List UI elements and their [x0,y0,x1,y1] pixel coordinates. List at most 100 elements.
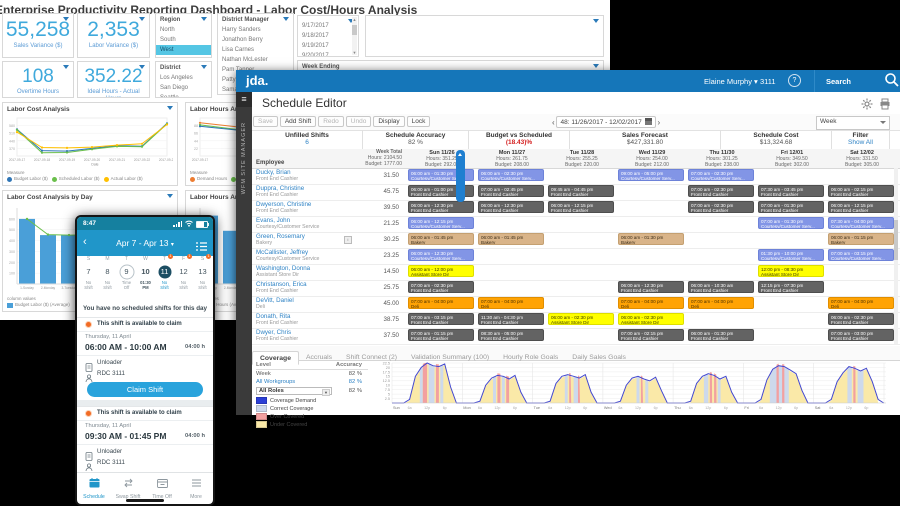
calendar-day[interactable]: 7 [79,265,98,278]
shift-cell[interactable]: 06:00 am - 12:15 pm Courtesy/Customer Ser… [408,217,474,229]
shift-cell[interactable]: 06:00 am - 10:30 am Front End Cashier [688,281,754,293]
view-select[interactable]: Week [816,116,890,130]
employee-name-link[interactable]: Donath, Rita [256,313,291,320]
shift-cell[interactable]: 07:00 am - 04:00 pm Deli [478,297,544,309]
shift-cell[interactable]: 06:00 am - 02:30 pm Assistant Store Dir [618,313,684,325]
employee-name-link[interactable]: McCallister, Jeffrey [256,249,309,256]
shift-cell[interactable]: 07:00 am - 03:15 pm Front End Cashier [408,313,474,325]
filter-option[interactable]: Samantha [218,85,293,94]
menu-icon[interactable]: ≡ [236,92,252,107]
shift-cell[interactable]: 06:00 am - 02:30 pm Assistant Store Dir [548,313,614,325]
scroll-up-icon[interactable]: ▲ [352,17,357,22]
back-icon[interactable]: ‹ [83,236,87,248]
nav-swap-shift[interactable]: Swap Shift [111,473,145,500]
day-header-1[interactable]: Mon 11/27 Hours: 261.75 Budget: 208.00 [495,150,529,168]
shift-cell[interactable]: 06:00 am - 12:30 pm Front End Cashier [478,201,544,213]
filter-option[interactable]: Nathan McLester [222,57,268,63]
date-range-box[interactable]: 48: 11/26/2017 - 12/02/2017 [556,116,656,128]
shift-cell[interactable]: 06:00 am - 01:45 pm Bakery [478,233,544,245]
filter-icon[interactable] [63,65,69,69]
tab-shift-connect-2-[interactable]: Shift Connect (2) [346,354,398,361]
tab-accruals[interactable]: Accruals [305,354,333,361]
claim-shift-button[interactable]: Claim Shift [87,382,203,397]
filter-option[interactable]: 9/19/2017 [302,43,329,49]
filter-option[interactable]: Harry Sanders [222,27,261,33]
filter-option[interactable]: Lisa Carnes [222,47,255,53]
scrollbar-thumb[interactable] [456,150,465,202]
filter-icon[interactable] [593,64,599,68]
calendar-day[interactable]: 9 [117,264,136,279]
day-header-4[interactable]: Thu 11/30 Hours: 301.25 Budget: 238.00 [705,150,739,168]
shift-cell[interactable]: 07:00 am - 02:30 pm Courtesy/Customer Ser… [688,169,754,181]
shift-cell[interactable]: 07:00 am - 04:00 pm Deli [688,297,754,309]
shift-cell[interactable]: 06:00 am - 12:30 pm Front End Cashier [408,201,474,213]
lock-button[interactable]: Lock [406,116,431,127]
filter-option[interactable]: West [156,45,211,55]
filter-option[interactable]: Seattle [160,95,179,98]
shift-cell[interactable]: 06:00 am - 12:30 pm Front End Cashier [618,281,684,293]
filter-option[interactable]: North [160,27,175,33]
day-header-2[interactable]: Tue 11/28 Hours: 255.25 Budget: 220.00 [565,150,599,168]
vertical-scrollbar-thumb[interactable] [894,220,898,260]
employee-name-link[interactable]: Dwyerson, Christine [256,201,312,208]
employee-name-link[interactable]: Green, Rosemary [256,233,305,240]
shift-cell[interactable]: 07:00 am - 02:45 pm Front End Cashier [478,185,544,197]
calendar-day[interactable]: 11 [155,265,174,278]
filter-option[interactable]: 9/20/2017 [302,53,329,57]
shift-cell[interactable]: 07:00 am - 03:15 pm Courtesy/Customer Ser… [828,249,894,261]
filter-icon[interactable] [63,17,69,21]
filter-icon[interactable] [283,17,289,21]
shift-cell[interactable]: 09:45 am - 04:45 pm Front End Cashier [548,185,614,197]
filter-option[interactable]: Jonathon Berry [222,37,263,43]
filter-icon[interactable] [593,19,599,23]
day-header-3[interactable]: Wed 11/29 Hours: 254.00 Budget: 212.00 [635,150,669,168]
shift-cell[interactable]: 06:00 am - 02:30 pm Front End Cashier [828,313,894,325]
employee-name-link[interactable]: Evans, John [256,217,291,224]
shift-cell[interactable]: 07:00 am - 04:00 pm Deli [618,297,684,309]
help-icon[interactable]: ? [788,74,801,87]
shift-cell[interactable]: 07:00 am - 04:00 pm Deli [408,297,474,309]
scrollbar[interactable]: ▲ ▼ [352,17,357,55]
shift-cell[interactable]: 08:30 am - 05:00 pm Front End Cashier [478,329,544,341]
shift-cell[interactable]: 06:00 am - 01:45 pm Bakery [408,233,474,245]
shift-cell[interactable]: 07:00 am - 01:30 pm Courtesy/Customer Ser… [758,217,824,229]
next-week-icon[interactable]: › [657,117,661,127]
roles-dropdown[interactable]: All Roles ▼ [256,387,332,396]
tab-hourly-role-goals[interactable]: Hourly Role Goals [503,354,559,361]
day-header-5[interactable]: Fri 12/01 Hours: 349.50 Budget: 302.00 [775,150,809,168]
shift-cell[interactable]: 06:00 am - 02:15 pm Front End Cashier [828,185,894,197]
filter-option[interactable]: 9/17/2017 [302,23,329,29]
shift-cell[interactable]: 07:30 am - 04:00 pm Courtesy/Customer Ser… [828,217,894,229]
calendar-day[interactable]: 13 [193,265,212,278]
filter-icon[interactable] [167,194,173,198]
employee-name-link[interactable]: Washington, Donna [256,265,311,272]
nav-time-off[interactable]: Time Off [145,473,179,500]
user-menu[interactable]: Elaine Murphy ▾ [704,77,758,86]
scroll-down-icon[interactable]: ▼ [352,50,357,55]
shift-cell[interactable]: 07:00 am - 02:30 pm Front End Cashier [688,185,754,197]
shift-cell[interactable]: 01:30 pm - 10:00 pm Courtesy/Customer Ser… [758,249,824,261]
tab-daily-sales-goals[interactable]: Daily Sales Goals [572,354,626,361]
filter-icon[interactable] [139,65,145,69]
calendar-day[interactable]: 8 [98,265,117,278]
calendar-day[interactable]: 12 [174,265,193,278]
display-button[interactable]: Display [373,116,405,127]
shift-cell[interactable]: 07:00 am - 02:15 pm Front End Cashier [618,329,684,341]
employee-name-link[interactable]: Ducky, Brian [256,169,291,176]
note-icon[interactable]: i [344,236,352,244]
shift-cell[interactable]: 06:00 am - 01:30 pm Bakery [618,233,684,245]
print-icon[interactable] [879,97,892,110]
employee-name-link[interactable]: Duppra, Christine [256,185,305,192]
list-menu-icon[interactable] [196,238,207,256]
day-header-6[interactable]: Sat 12/02 Hours: 331.50 Budget: 305.00 [845,150,879,168]
stat-filter[interactable]: Filter Show All [832,130,890,149]
employee-name-link[interactable]: DeVitt, Daniel [256,297,294,304]
stat-value[interactable]: Show All [848,139,873,146]
shift-cell[interactable]: 06:00 am - 12:00 pm Assistant Store Dir [408,265,474,277]
nav-more[interactable]: More [179,473,213,500]
undo-button[interactable]: Undo [345,116,372,127]
shift-cell[interactable]: 06:00 am - 12:30 pm Courtesy/Customer Ser… [408,249,474,261]
shift-cell[interactable]: 07:00 am - 02:30 pm Front End Cashier [408,281,474,293]
calendar-day[interactable]: 10 [136,265,155,278]
tab-coverage[interactable]: Coverage [252,351,299,365]
